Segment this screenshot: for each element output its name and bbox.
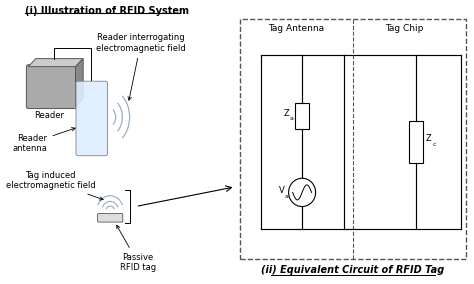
Text: Reader interrogating
electromagnetic field: Reader interrogating electromagnetic fie… xyxy=(96,34,186,100)
Bar xyxy=(240,18,466,259)
Text: Reader: Reader xyxy=(35,111,64,120)
FancyBboxPatch shape xyxy=(98,214,123,222)
Text: Reader
antenna: Reader antenna xyxy=(13,128,75,153)
FancyBboxPatch shape xyxy=(76,81,108,156)
Text: Passive
RFID tag: Passive RFID tag xyxy=(117,225,156,272)
Bar xyxy=(410,121,423,163)
Text: Z: Z xyxy=(426,134,432,143)
Text: V: V xyxy=(279,185,284,195)
Text: Z: Z xyxy=(283,109,289,118)
Text: a: a xyxy=(285,194,289,199)
Text: c: c xyxy=(432,142,436,147)
Polygon shape xyxy=(28,59,83,67)
Text: Tag Antenna: Tag Antenna xyxy=(268,24,324,32)
Text: Tag induced
electromagnetic field: Tag induced electromagnetic field xyxy=(6,171,103,200)
Bar xyxy=(295,103,309,129)
Text: a: a xyxy=(290,116,293,122)
Text: (i) Illustration of RFID System: (i) Illustration of RFID System xyxy=(25,6,189,16)
FancyBboxPatch shape xyxy=(27,65,77,108)
Text: Tag Chip: Tag Chip xyxy=(385,24,424,32)
Polygon shape xyxy=(75,59,83,107)
Text: (ii) Equivalent Circuit of RFID Tag: (ii) Equivalent Circuit of RFID Tag xyxy=(261,265,445,275)
